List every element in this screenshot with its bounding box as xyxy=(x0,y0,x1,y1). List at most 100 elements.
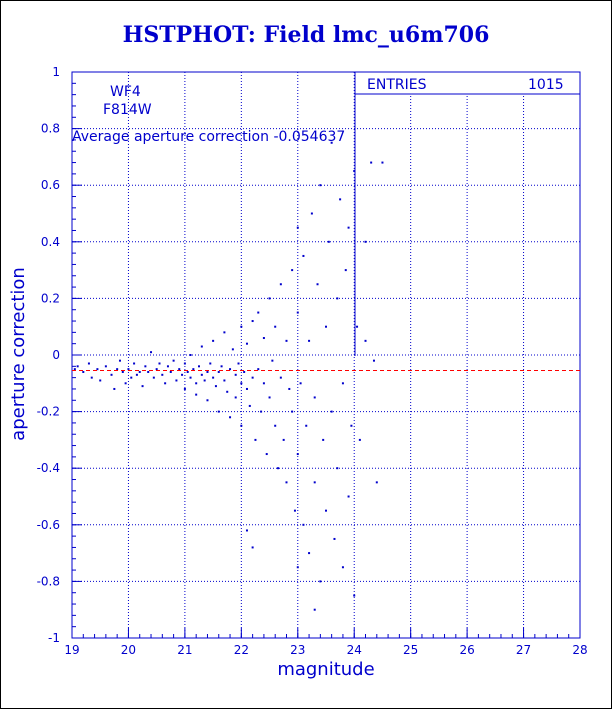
data-point xyxy=(135,373,138,376)
data-point xyxy=(116,368,119,371)
data-point xyxy=(138,370,141,373)
y-tick-label: 1 xyxy=(52,65,60,79)
data-point xyxy=(226,390,229,393)
data-point xyxy=(296,566,299,569)
data-point xyxy=(158,362,161,365)
data-point xyxy=(370,161,373,164)
y-tick-label: 0 xyxy=(52,348,60,362)
data-point xyxy=(274,424,277,427)
data-point xyxy=(313,396,316,399)
data-point xyxy=(147,370,150,373)
data-point xyxy=(186,370,189,373)
data-point xyxy=(178,368,181,371)
x-tick-label: 20 xyxy=(121,643,136,657)
data-point xyxy=(341,566,344,569)
data-point xyxy=(121,370,124,373)
data-point xyxy=(234,373,237,376)
data-point xyxy=(296,311,299,314)
data-point xyxy=(268,396,271,399)
data-point xyxy=(192,368,195,371)
x-axis-label: magnitude xyxy=(277,659,374,680)
data-point xyxy=(118,359,121,362)
data-point xyxy=(223,379,226,382)
x-tick-label: 25 xyxy=(403,643,418,657)
data-point xyxy=(87,362,90,365)
data-point xyxy=(73,368,76,371)
data-point xyxy=(127,368,130,371)
data-point xyxy=(336,297,339,300)
data-point xyxy=(76,365,79,368)
data-point xyxy=(344,269,347,272)
data-point xyxy=(364,240,367,243)
y-tick-label: -0.2 xyxy=(37,405,60,419)
data-point xyxy=(302,523,305,526)
x-tick-label: 26 xyxy=(459,643,474,657)
data-point xyxy=(245,529,248,532)
data-point xyxy=(350,424,353,427)
data-point xyxy=(313,481,316,484)
data-point xyxy=(257,311,260,314)
data-point xyxy=(322,438,325,441)
data-point xyxy=(214,385,217,388)
data-point xyxy=(347,226,350,229)
data-point xyxy=(251,546,254,549)
data-point xyxy=(302,254,305,257)
data-point xyxy=(175,379,178,382)
data-point xyxy=(372,359,375,362)
data-point xyxy=(319,184,322,187)
data-point xyxy=(271,359,274,362)
data-point xyxy=(133,362,136,365)
y-tick-label: -1 xyxy=(48,631,60,645)
data-point xyxy=(220,365,223,368)
data-point xyxy=(237,362,240,365)
data-point xyxy=(198,365,200,368)
grid xyxy=(72,72,580,638)
data-point xyxy=(245,342,248,345)
data-point xyxy=(330,141,333,144)
y-tick-label: 0.8 xyxy=(41,122,60,136)
data-point xyxy=(356,325,359,328)
data-point xyxy=(90,376,93,379)
data-point xyxy=(375,481,378,484)
data-point xyxy=(313,608,316,611)
data-point xyxy=(195,382,198,385)
data-point xyxy=(206,399,209,402)
data-point xyxy=(274,325,277,328)
data-point xyxy=(231,348,234,351)
data-point xyxy=(212,376,215,379)
data-point xyxy=(96,368,99,371)
data-point xyxy=(262,337,265,340)
data-point xyxy=(339,198,342,201)
data-point xyxy=(279,283,282,286)
data-point xyxy=(99,379,102,382)
data-point xyxy=(308,339,311,342)
data-point xyxy=(209,362,212,365)
data-point xyxy=(279,376,282,379)
data-point xyxy=(333,537,336,540)
data-point xyxy=(353,594,356,597)
data-point xyxy=(316,283,319,286)
data-point xyxy=(130,376,133,379)
filter-label: F814W xyxy=(103,102,152,118)
x-tick-label: 24 xyxy=(347,643,362,657)
data-point xyxy=(381,161,384,164)
data-point xyxy=(110,373,113,376)
data-point xyxy=(251,320,254,323)
data-point xyxy=(229,368,232,371)
data-point xyxy=(248,404,251,407)
y-tick-label: 0.2 xyxy=(41,291,60,305)
x-tick-label: 28 xyxy=(572,643,587,657)
data-point xyxy=(113,387,116,390)
data-point xyxy=(330,410,333,413)
data-point xyxy=(325,509,327,512)
stats-label: ENTRIES xyxy=(367,77,427,93)
data-point xyxy=(183,387,186,390)
stats-value: 1015 xyxy=(528,77,564,93)
data-point xyxy=(353,170,356,173)
data-point xyxy=(336,467,339,470)
data-point xyxy=(285,481,288,484)
axis-ticks: 19 20 21 22 23 24 25 26 27 28 -1 -0.8 -0.6 -0.4 -0.2 0 0… xyxy=(37,65,588,657)
data-point xyxy=(124,382,127,385)
stats-box xyxy=(354,71,581,95)
data-point xyxy=(82,370,85,373)
